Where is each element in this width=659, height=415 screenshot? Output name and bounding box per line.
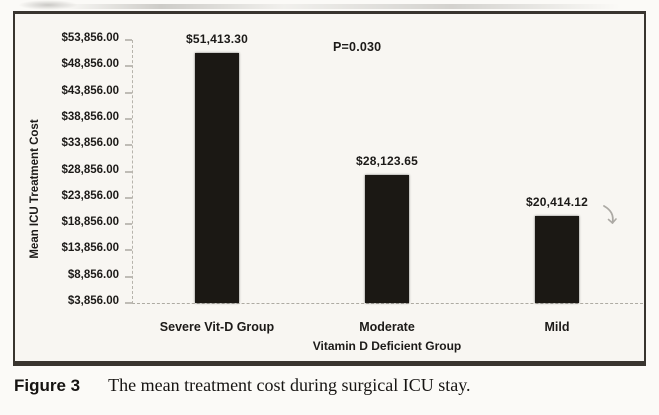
y-tick-label: $38,856.00 xyxy=(61,110,119,123)
bar xyxy=(195,52,239,303)
y-tick-mark xyxy=(125,65,132,68)
figure-caption-label: Figure 3 xyxy=(14,376,81,395)
y-tick-label: $53,856.00 xyxy=(61,32,119,44)
y-tick-mark xyxy=(125,302,132,304)
x-category-label: Moderate xyxy=(359,320,415,334)
x-category-label: Mild xyxy=(544,320,570,334)
bar-value-label: $28,123.65 xyxy=(355,154,419,169)
y-tick-label: $48,856.00 xyxy=(61,58,119,71)
y-tick-label: $23,856.00 xyxy=(61,189,119,202)
x-axis-title: Vitamin D Deficient Group xyxy=(312,339,462,353)
scan-artifact-streak xyxy=(60,4,620,9)
bar xyxy=(365,175,409,303)
y-tick-label: $13,856.00 xyxy=(61,242,119,255)
y-tick-label: $33,856.00 xyxy=(61,137,119,150)
bar-value-label: $20,414.12 xyxy=(525,194,589,209)
y-tick-mark xyxy=(125,39,132,41)
y-tick-label: $28,856.00 xyxy=(61,163,119,176)
p-value-annotation: P=0.030 xyxy=(333,40,382,54)
y-tick-mark xyxy=(125,117,132,120)
x-category-label: Severe Vit-D Group xyxy=(159,320,275,334)
y-tick-mark xyxy=(125,249,132,252)
bar xyxy=(535,215,579,303)
y-tick-mark xyxy=(125,144,132,147)
y-tick-label: $18,856.00 xyxy=(61,216,119,229)
bar-value-label: $51,413.30 xyxy=(185,31,249,46)
y-tick-label: $3,856.00 xyxy=(67,295,119,307)
y-tick-mark xyxy=(125,196,132,199)
y-tick-mark xyxy=(125,223,132,226)
y-tick-mark xyxy=(125,170,132,173)
scan-artifact-smudge xyxy=(18,0,78,10)
pen-arrow-mark xyxy=(603,205,617,224)
y-tick-mark xyxy=(125,275,132,278)
figure-caption-text: The mean treatment cost during surgical … xyxy=(108,375,471,395)
figure-caption: Figure 3 The mean treatment cost during s… xyxy=(14,375,471,396)
y-tick-label: $8,856.00 xyxy=(67,268,119,281)
figure-3-chart: Mean ICU Treatment Cost P=0.030 Vitamin … xyxy=(13,11,646,366)
y-tick-label: $43,856.00 xyxy=(61,84,119,97)
y-tick-mark xyxy=(125,91,132,94)
plot-area xyxy=(132,40,643,304)
